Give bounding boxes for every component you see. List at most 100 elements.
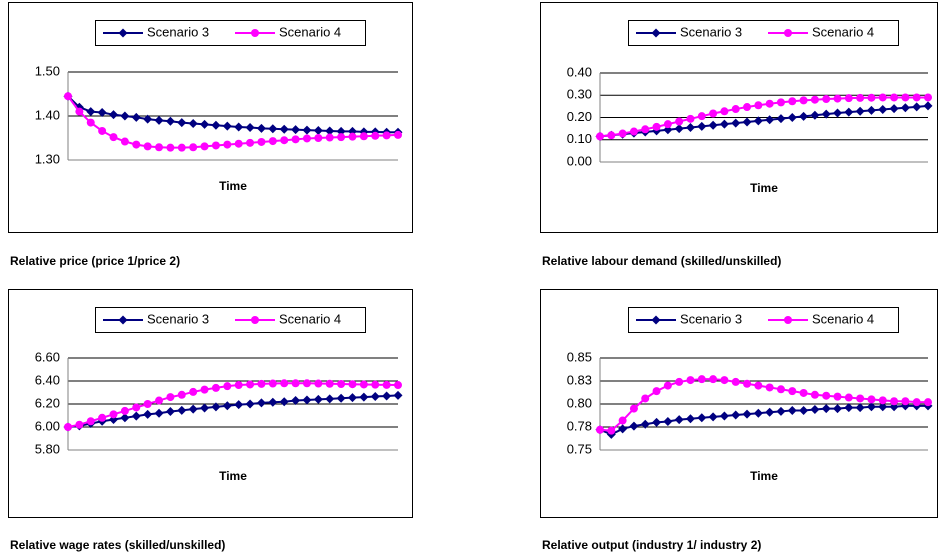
data-point <box>776 385 785 394</box>
data-point <box>776 406 786 416</box>
data-point <box>833 392 842 401</box>
data-point <box>200 142 209 151</box>
data-point <box>302 379 311 388</box>
data-point <box>200 385 209 394</box>
data-point <box>753 116 763 126</box>
data-point <box>607 131 616 140</box>
data-point <box>166 393 175 402</box>
data-point <box>245 122 255 132</box>
data-point <box>86 107 96 117</box>
y-tick-label: 0.78 <box>567 418 592 433</box>
data-point <box>348 380 357 389</box>
y-tick-label: 6.00 <box>35 418 60 433</box>
data-point <box>719 119 729 129</box>
legend-label: Scenario 4 <box>812 24 874 39</box>
data-point <box>86 417 95 426</box>
data-point <box>336 393 346 403</box>
data-point <box>302 125 312 135</box>
y-tick-label: 0.20 <box>567 109 592 124</box>
y-tick-label: 0.00 <box>567 153 592 168</box>
data-point <box>189 143 198 152</box>
data-point <box>924 398 932 407</box>
y-tick-label: 6.40 <box>35 372 60 387</box>
data-point <box>154 115 164 125</box>
data-point <box>336 126 346 136</box>
x-axis-title: Time <box>219 179 247 193</box>
data-point <box>810 110 820 120</box>
data-point <box>359 132 368 141</box>
data-point <box>810 390 819 399</box>
data-point <box>765 383 774 392</box>
data-point <box>279 124 289 134</box>
data-point <box>855 106 865 116</box>
data-point <box>394 130 402 139</box>
data-point <box>912 398 921 407</box>
data-point <box>866 402 876 412</box>
data-point <box>787 113 797 122</box>
legend-label: Scenario 3 <box>680 311 742 326</box>
y-tick-label: 0.30 <box>567 87 592 102</box>
data-point <box>652 417 662 427</box>
data-point <box>279 397 289 407</box>
legend-marker <box>784 316 792 324</box>
chart-caption: Relative wage rates (skilled/unskilled) <box>10 538 225 552</box>
data-point <box>109 110 119 120</box>
data-point <box>165 116 175 126</box>
data-point <box>177 118 187 128</box>
data-point <box>75 107 84 116</box>
data-point <box>234 381 243 390</box>
data-point <box>223 382 232 391</box>
data-point <box>313 394 323 404</box>
data-point <box>765 407 775 417</box>
data-point <box>120 406 129 415</box>
legend-marker <box>118 315 128 325</box>
data-point <box>155 143 164 152</box>
data-point <box>211 120 221 130</box>
data-point <box>878 396 887 405</box>
data-point <box>844 94 853 103</box>
data-point <box>64 423 72 431</box>
data-point <box>291 125 301 135</box>
data-point <box>743 379 752 388</box>
data-point <box>629 127 638 136</box>
data-point <box>394 381 402 390</box>
data-point <box>268 397 278 407</box>
data-point <box>177 405 187 415</box>
data-point <box>371 380 380 389</box>
data-point <box>257 137 266 146</box>
data-point <box>844 403 854 413</box>
data-point <box>222 401 232 411</box>
data-point <box>663 416 673 426</box>
data-point <box>810 405 820 415</box>
data-point <box>754 101 763 110</box>
data-point <box>234 139 243 148</box>
data-point <box>348 132 357 141</box>
data-point <box>188 118 198 128</box>
legend-marker <box>651 315 661 325</box>
data-point <box>889 104 899 114</box>
chart-caption: Relative price (price 1/price 2) <box>10 254 180 268</box>
data-point <box>325 126 335 136</box>
data-point <box>776 98 785 107</box>
data-point <box>347 393 357 403</box>
data-point <box>154 408 164 418</box>
y-tick-label: 5.80 <box>35 441 60 456</box>
data-point <box>268 137 277 146</box>
data-point <box>246 380 255 389</box>
y-tick-label: 0.85 <box>567 349 592 364</box>
data-point <box>64 92 72 101</box>
data-point <box>731 410 741 420</box>
data-point <box>234 400 244 410</box>
data-point <box>86 118 95 127</box>
data-point <box>618 424 628 434</box>
data-point <box>596 132 604 141</box>
data-point <box>75 420 84 429</box>
data-point <box>788 387 797 396</box>
data-point <box>709 375 718 384</box>
data-point <box>256 123 266 133</box>
data-point <box>234 122 244 132</box>
data-point <box>302 395 312 405</box>
data-point <box>652 387 661 396</box>
y-tick-label: 0.80 <box>567 395 592 410</box>
